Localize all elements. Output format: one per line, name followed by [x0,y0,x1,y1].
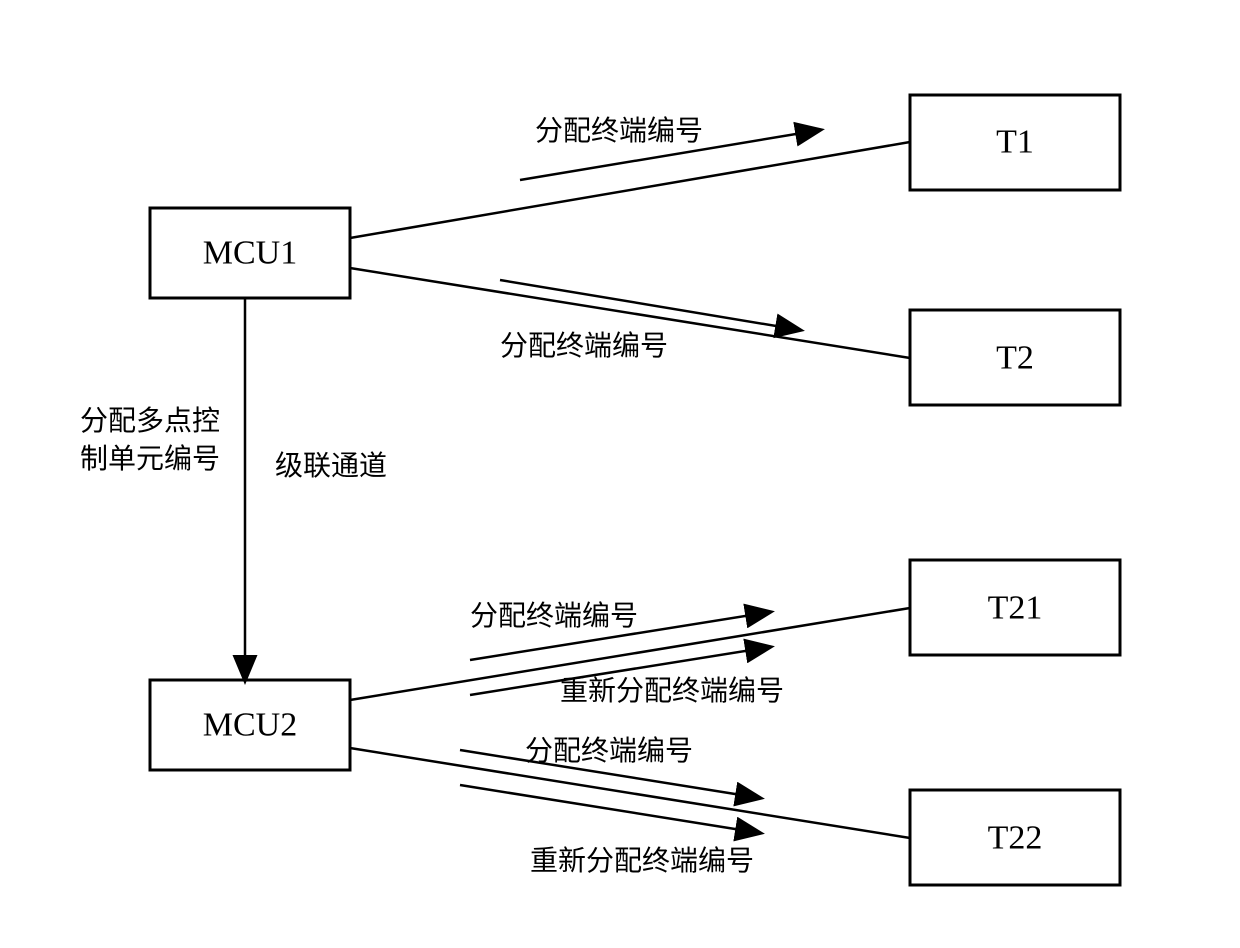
label-cascade-channel: 级联通道 [275,450,387,482]
label-assign-mcu-line2: 制单元编号 [80,443,220,475]
label-reassign-terminal-2: 重新分配终端编号 [530,845,754,877]
node-mcu2-label: MCU2 [203,707,297,744]
anno-arrow-t2 [500,280,800,330]
node-t2: T2 [910,310,1120,405]
diagram-canvas: MCU1 MCU2 T1 T2 T21 T22 分配终端编号 分 [0,0,1240,948]
node-mcu1-label: MCU1 [203,235,297,272]
label-assign-terminal-1: 分配终端编号 [535,115,703,147]
node-mcu2: MCU2 [150,680,350,770]
node-t22: T22 [910,790,1120,885]
label-reassign-terminal-1: 重新分配终端编号 [560,675,784,707]
node-t21: T21 [910,560,1120,655]
label-assign-mcu-line1: 分配多点控 [80,405,220,437]
node-t2-label: T2 [996,340,1034,377]
node-t1: T1 [910,95,1120,190]
anno-arrow-t22-lower [460,785,760,833]
label-assign-terminal-2: 分配终端编号 [500,330,668,362]
label-assign-terminal-3: 分配终端编号 [470,600,638,632]
label-assign-terminal-4: 分配终端编号 [525,735,693,767]
edge-mcu1-t1 [350,142,910,238]
node-t22-label: T22 [988,820,1043,857]
node-mcu1: MCU1 [150,208,350,298]
node-t1-label: T1 [996,124,1034,161]
node-t21-label: T21 [988,590,1043,627]
